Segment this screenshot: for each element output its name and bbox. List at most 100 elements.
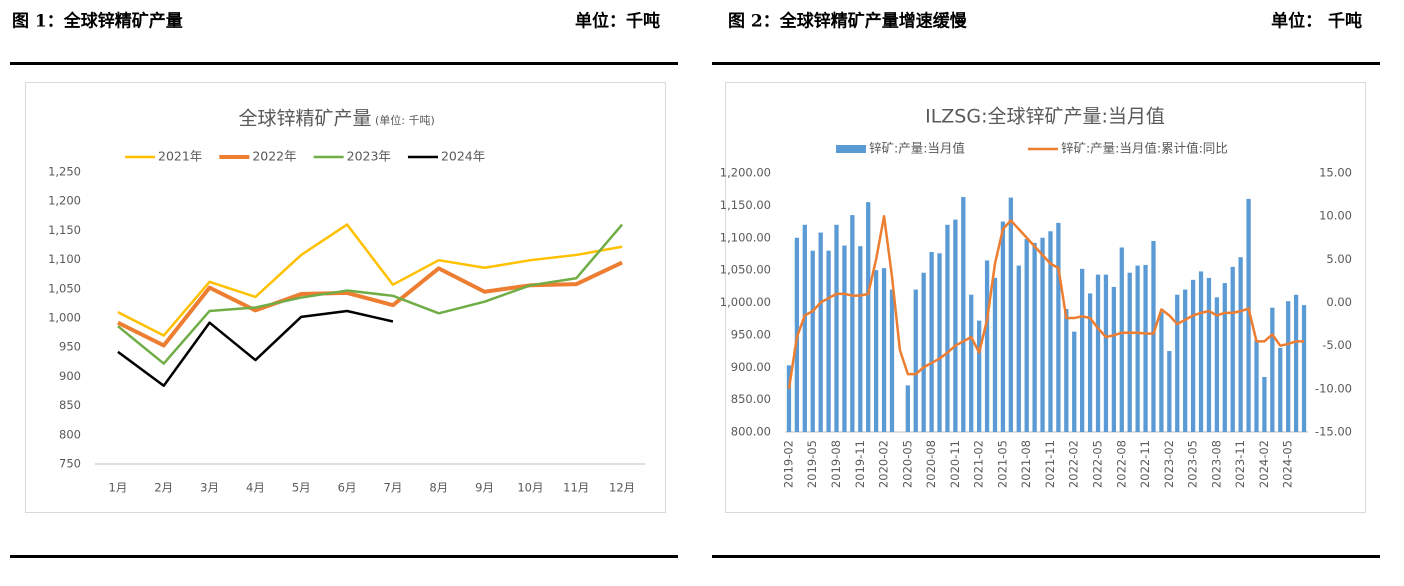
bar — [1080, 268, 1085, 432]
x-tick-label: 2023-08 — [1209, 440, 1223, 488]
bar — [1175, 294, 1180, 432]
bar — [889, 289, 895, 432]
legend-label: 2021年 — [158, 149, 202, 164]
bar — [1056, 222, 1061, 432]
bar — [1008, 197, 1013, 432]
x-tick-label: 2022-08 — [1114, 440, 1128, 488]
bar — [1143, 264, 1148, 432]
bar — [945, 224, 950, 432]
legend-label: 2022年 — [252, 149, 296, 164]
bar — [1040, 237, 1045, 432]
bar — [810, 250, 815, 432]
x-tick-label: 2020-05 — [900, 440, 914, 488]
bar — [937, 253, 942, 432]
x-tick-label: 2021-11 — [1043, 440, 1057, 488]
bar — [953, 219, 958, 432]
x-tick-label: 2022-11 — [1138, 440, 1152, 488]
y2-tick-label: -15.00 — [1315, 425, 1352, 439]
bar — [818, 232, 823, 432]
x-tick-label: 2020-11 — [948, 440, 962, 488]
bar — [850, 215, 855, 432]
bar — [1016, 265, 1021, 432]
y-tick-label: 800.00 — [731, 425, 771, 439]
y-tick-label: 800 — [59, 427, 81, 441]
x-tick-label: 2019-02 — [781, 440, 795, 488]
bar — [1064, 308, 1069, 432]
bar — [1278, 347, 1283, 432]
x-tick-label: 9月 — [475, 481, 494, 495]
x-tick-label: 2024-02 — [1257, 440, 1271, 488]
bar — [1072, 331, 1077, 432]
x-tick-label: 1月 — [109, 481, 128, 495]
bar — [842, 245, 847, 432]
bar — [1286, 301, 1291, 432]
rule — [712, 62, 1380, 65]
bar — [1000, 221, 1006, 432]
y2-tick-label: -10.00 — [1315, 381, 1352, 395]
bar — [1095, 274, 1101, 432]
legend-label: 锌矿:产量:当月值:累计值:同比 — [1061, 141, 1228, 156]
y-tick-label: 950 — [59, 340, 81, 354]
x-tick-label: 5月 — [292, 481, 311, 495]
x-tick-label: 11月 — [563, 481, 589, 495]
rule — [10, 555, 678, 558]
bar — [977, 320, 982, 432]
y-tick-label: 1,050 — [48, 281, 81, 295]
y2-tick-label: -5.00 — [1322, 338, 1352, 352]
bar — [1230, 266, 1235, 432]
y2-tick-label: 0.00 — [1326, 295, 1352, 309]
series-line — [787, 214, 1305, 390]
bar — [1135, 265, 1140, 432]
y2-tick-label: 15.00 — [1319, 166, 1352, 180]
bar — [1222, 283, 1227, 432]
panel-unit: 单位：千吨 — [575, 11, 660, 32]
bar — [802, 224, 807, 432]
series-line — [117, 223, 623, 337]
x-tick-label: 2020-08 — [924, 440, 938, 488]
x-tick-label: 2022-05 — [1091, 440, 1105, 488]
legend-label: 2024年 — [441, 149, 485, 164]
x-tick-label: 2022-02 — [1067, 440, 1081, 488]
bar — [1301, 305, 1307, 432]
x-tick-label: 2021-05 — [995, 440, 1009, 488]
bar — [1190, 279, 1196, 432]
bar — [1293, 294, 1299, 432]
bar — [913, 289, 918, 432]
x-tick-label: 2020-02 — [877, 440, 891, 488]
x-tick-label: 2019-08 — [829, 440, 843, 488]
bar — [1167, 351, 1172, 432]
y-tick-label: 1,000 — [48, 311, 81, 325]
chart-subtitle: (单位: 千吨) — [375, 113, 435, 127]
bar — [984, 260, 990, 432]
x-tick-label: 4月 — [246, 481, 265, 495]
legend-label: 2023年 — [347, 149, 391, 164]
bar — [969, 294, 974, 432]
legend-swatch — [836, 145, 866, 153]
y-tick-label: 900 — [59, 369, 81, 383]
bar — [866, 202, 871, 432]
bar — [1151, 240, 1156, 432]
bar — [786, 365, 792, 432]
bar — [1159, 312, 1164, 432]
x-tick-label: 6月 — [338, 481, 357, 495]
y-tick-label: 1,050.00 — [720, 263, 771, 277]
y-tick-label: 850.00 — [731, 392, 771, 406]
x-tick-label: 2024-05 — [1281, 440, 1295, 488]
bar — [881, 268, 887, 432]
rule — [712, 555, 1380, 558]
bar — [921, 272, 926, 432]
bar — [1111, 286, 1116, 432]
bar — [1206, 277, 1212, 432]
bar — [1238, 257, 1243, 432]
series-line — [117, 309, 394, 387]
y-tick-label: 1,200 — [48, 194, 81, 208]
bar — [1246, 198, 1251, 432]
bar — [873, 270, 879, 432]
bar — [826, 250, 831, 432]
y-tick-label: 900.00 — [731, 360, 771, 374]
bar — [834, 224, 839, 432]
bar — [1048, 231, 1053, 432]
bar — [1119, 247, 1124, 432]
bar — [858, 246, 863, 432]
